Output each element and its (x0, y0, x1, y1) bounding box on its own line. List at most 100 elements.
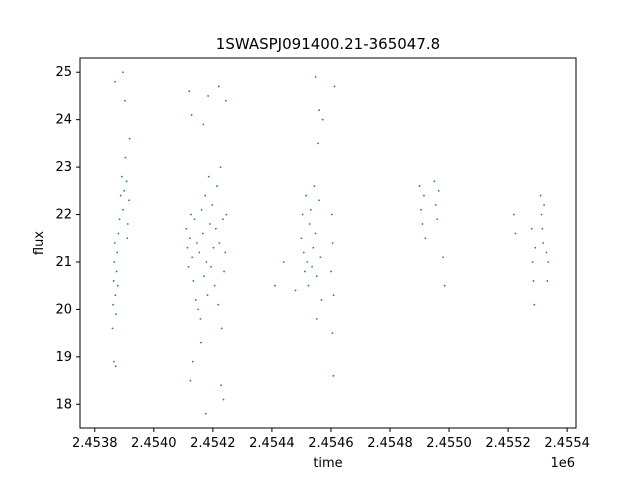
data-point (542, 242, 545, 244)
scatter-points (111, 71, 550, 415)
data-point (546, 280, 549, 282)
data-point (433, 180, 436, 183)
data-point (312, 246, 315, 249)
data-point (194, 299, 197, 301)
data-point (315, 317, 318, 320)
data-point (212, 246, 215, 249)
chart-title: 1SWASPJ091400.21-365047.8 (216, 35, 440, 53)
data-point (539, 194, 542, 197)
data-point (119, 194, 122, 197)
data-point (434, 204, 437, 206)
data-point (545, 251, 548, 254)
y-tick-label: 22 (55, 208, 72, 223)
data-point (223, 270, 225, 273)
data-point (332, 294, 335, 297)
data-point (541, 227, 544, 230)
data-point (128, 199, 130, 202)
data-point (121, 71, 124, 74)
data-point (188, 90, 191, 93)
data-point (116, 251, 119, 254)
data-point (126, 237, 129, 240)
data-point (436, 218, 439, 221)
data-point (117, 232, 120, 235)
data-point (114, 365, 117, 368)
data-point (185, 227, 188, 230)
y-tick-label: 25 (55, 65, 72, 80)
y-tick-label: 18 (55, 397, 72, 412)
data-point (191, 256, 194, 259)
x-tick-label: 2.4544 (249, 436, 295, 451)
data-point (217, 303, 220, 306)
data-point (192, 280, 195, 282)
data-point (319, 256, 322, 259)
data-point (220, 384, 223, 387)
y-tick-label: 21 (55, 255, 72, 270)
data-point (112, 303, 114, 306)
data-point (333, 85, 336, 88)
data-point (123, 99, 126, 102)
data-point (128, 137, 131, 140)
data-point (294, 289, 297, 292)
data-point (190, 213, 192, 216)
data-point (189, 379, 192, 382)
x-tick-label: 2.4546 (308, 436, 354, 451)
data-point (225, 213, 228, 216)
data-point (116, 284, 119, 287)
data-point (532, 280, 535, 282)
data-point (122, 208, 125, 211)
data-point (209, 223, 211, 225)
data-point (207, 95, 210, 97)
data-point (423, 194, 425, 197)
data-point (114, 294, 117, 297)
data-point (318, 199, 321, 202)
data-point (112, 280, 115, 282)
data-point (207, 175, 210, 178)
data-point (313, 185, 316, 187)
data-point (307, 284, 310, 287)
data-point (219, 166, 222, 169)
x-tick-label: 2.4554 (544, 436, 590, 451)
data-point (221, 218, 224, 221)
data-point (424, 237, 427, 240)
y-tick-label: 24 (55, 113, 72, 128)
data-point (113, 261, 116, 263)
y-tick-label: 20 (55, 302, 72, 317)
data-point (113, 360, 115, 363)
data-point (125, 180, 128, 183)
data-point (216, 185, 218, 187)
data-point (314, 232, 317, 235)
data-point (114, 80, 117, 83)
data-point (513, 213, 515, 216)
data-point (321, 118, 324, 121)
data-point (540, 213, 543, 216)
data-point (214, 227, 217, 230)
data-point (205, 261, 208, 263)
y-tick-label: 19 (55, 350, 72, 365)
data-point (198, 251, 201, 254)
data-point (196, 242, 198, 244)
data-point (204, 412, 207, 415)
data-point (315, 275, 318, 278)
data-point (308, 223, 311, 225)
plot-area-frame (79, 57, 577, 429)
data-point (224, 99, 227, 102)
data-point (437, 189, 440, 192)
data-point (302, 251, 305, 254)
data-point (210, 265, 212, 268)
y-axis: 18 19 20 21 22 23 24 25 (55, 65, 80, 412)
data-point (301, 213, 304, 216)
data-point (547, 261, 550, 263)
data-point (217, 85, 220, 88)
data-point (200, 341, 202, 344)
data-point (331, 242, 334, 244)
data-point (306, 261, 309, 263)
data-point (126, 223, 129, 225)
data-point (115, 313, 117, 316)
data-point (202, 123, 205, 126)
data-point (443, 284, 446, 287)
x-tick-label: 2.4542 (190, 436, 236, 451)
data-point (206, 294, 209, 297)
data-point (304, 270, 306, 273)
data-point (442, 256, 445, 259)
